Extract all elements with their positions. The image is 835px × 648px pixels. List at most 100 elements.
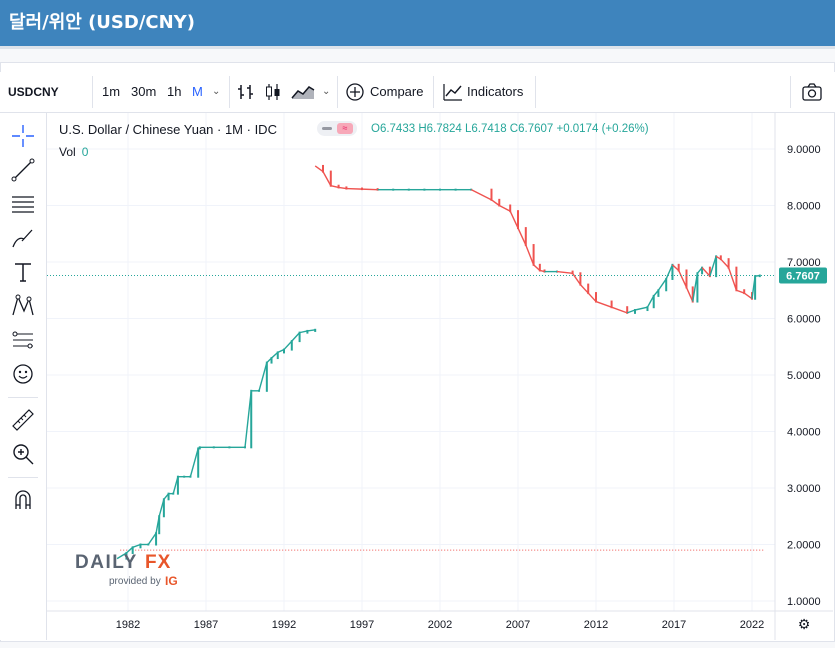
candle [727, 258, 730, 269]
settings-gear-icon[interactable]: ⚙ [798, 617, 811, 633]
area-style-icon[interactable] [290, 82, 316, 102]
candle [646, 306, 649, 312]
page-header: 달러/위안 (USD/CNY) [0, 0, 835, 46]
series-segment [665, 264, 674, 280]
series-segment [277, 348, 285, 354]
candle [595, 292, 597, 303]
candle [634, 309, 636, 314]
candle [579, 272, 582, 286]
interval-1M[interactable]: M [192, 84, 203, 99]
candle [743, 289, 746, 295]
pattern-icon[interactable] [10, 293, 36, 319]
interval-1h[interactable]: 1h [167, 84, 182, 99]
candle [677, 263, 680, 272]
series-segment [125, 546, 134, 554]
series-segment [291, 332, 301, 342]
candle [719, 255, 722, 261]
trend-line-icon[interactable] [10, 157, 36, 183]
candle [754, 275, 757, 300]
x-tick-label: 2007 [506, 619, 530, 631]
series-segment [330, 185, 339, 189]
magnet-icon[interactable] [10, 487, 36, 513]
toolbar-divider [433, 76, 434, 108]
toolbar-divider [92, 76, 93, 108]
series-segment [736, 289, 745, 294]
crosshair-icon[interactable] [10, 123, 36, 149]
brush-icon[interactable] [10, 225, 36, 251]
toolbar-divider [337, 76, 338, 108]
chart-style-dropdown-icon[interactable]: ⌄ [322, 86, 331, 97]
candle [167, 492, 170, 501]
candle [361, 187, 363, 191]
candle [158, 515, 161, 535]
x-tick-label: 2022 [740, 619, 764, 631]
candle [139, 543, 142, 549]
candle [345, 186, 348, 190]
candle [329, 170, 332, 187]
toolbar-divider [790, 76, 791, 108]
legend-visibility-toggle[interactable]: ≈ [317, 121, 357, 136]
series-segment [587, 292, 597, 303]
series-segment [491, 199, 500, 207]
price-chart[interactable]: 1.0000 2.0000 3.0000 4.0000 5.0000 6.0000 7.00… [47, 113, 833, 640]
symbol-search[interactable]: USDCNY [8, 85, 59, 99]
candle [162, 498, 165, 518]
series-segment [189, 448, 199, 477]
high-value: H6.7824 [418, 123, 462, 135]
toolbar-divider [8, 477, 38, 478]
candle [155, 532, 158, 546]
page-title: 달러/위안 (USD/CNY) [9, 12, 195, 33]
ruler-icon[interactable] [10, 407, 36, 433]
indicators-button[interactable]: Indicators [467, 84, 524, 99]
series-segment [244, 390, 252, 448]
camera-icon[interactable] [801, 82, 823, 102]
series-segment [470, 189, 492, 201]
low-value: L6.7418 [465, 123, 507, 135]
candle-style-icon[interactable] [263, 82, 283, 102]
series-segment [307, 329, 316, 332]
emoji-icon[interactable] [10, 361, 36, 387]
series-segment [743, 292, 753, 300]
candle [671, 263, 674, 280]
series-segment [346, 187, 363, 190]
text-tool-icon[interactable] [10, 259, 36, 285]
y-tick-label: 8.0000 [787, 201, 821, 213]
x-tick-label: 1992 [272, 619, 296, 631]
candle [265, 361, 268, 392]
series-segment [572, 272, 581, 285]
series-segment [579, 284, 589, 294]
candle [715, 255, 718, 278]
compare-plus-icon[interactable] [345, 82, 365, 102]
x-tick-label: 2017 [662, 619, 686, 631]
candle [532, 244, 535, 266]
svg-text:FX: FX [145, 552, 171, 573]
x-tick-label: 2002 [428, 619, 452, 631]
change-value: +0.0174 (+0.26%) [556, 123, 649, 135]
compare-button[interactable]: Compare [370, 84, 424, 99]
series-segment [517, 227, 527, 246]
ohlc-values: O6.7433 H6.7824 L6.7418 C6.7607 +0.0174 … [371, 123, 649, 135]
interval-1m[interactable]: 1m [102, 84, 121, 99]
chart-legend: U.S. Dollar / Chinese Yuan · 1M · IDC [59, 122, 280, 137]
series-segment [283, 340, 293, 351]
bar-style-icon[interactable] [236, 82, 256, 102]
fib-retracement-icon[interactable] [10, 191, 36, 217]
indicators-icon[interactable] [442, 81, 464, 103]
series-segment [634, 306, 648, 311]
y-tick-label: 9.0000 [787, 144, 821, 156]
x-tick-label: 1982 [116, 619, 140, 631]
interval-dropdown-icon[interactable]: ⌄ [212, 86, 221, 97]
plot-area [47, 113, 775, 611]
candle [524, 227, 527, 247]
zoom-in-icon[interactable] [10, 441, 36, 467]
series-segment [657, 278, 667, 291]
series-segment [556, 270, 573, 274]
candle [538, 263, 541, 272]
x-tick-label: 1987 [194, 619, 218, 631]
y-tick-label: 5.0000 [787, 370, 821, 382]
series-segment [685, 287, 694, 302]
toolbar-divider [229, 76, 230, 108]
prediction-icon[interactable] [10, 327, 36, 353]
candle [258, 389, 261, 392]
interval-30m[interactable]: 30m [131, 84, 157, 99]
